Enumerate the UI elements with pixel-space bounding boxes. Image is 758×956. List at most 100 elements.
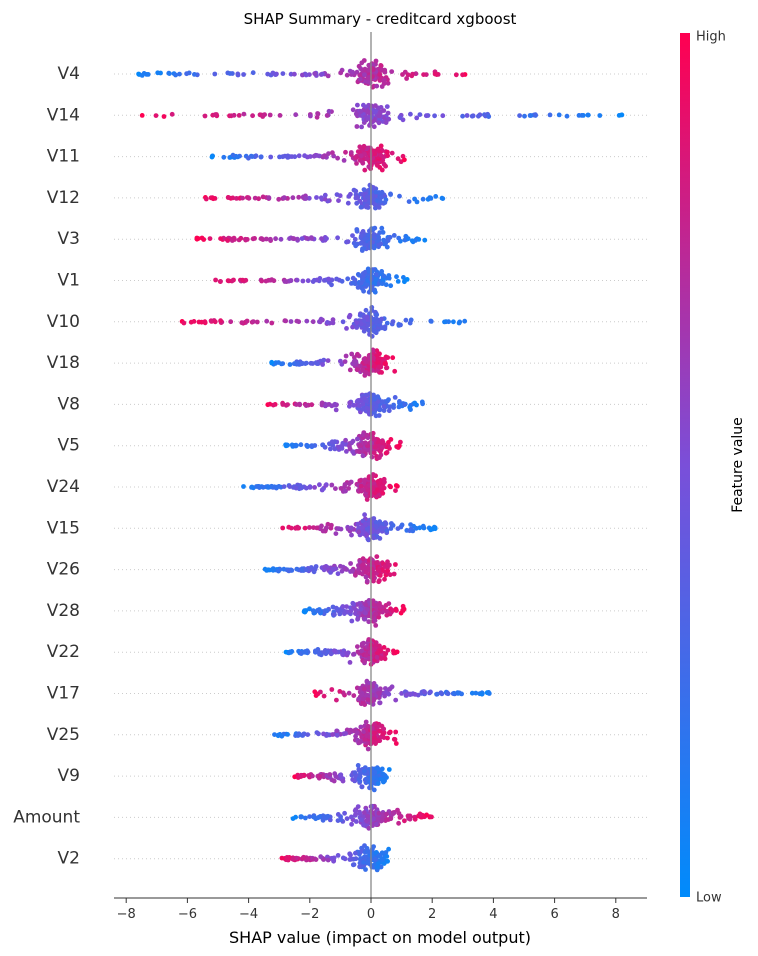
shap-point [355,763,361,768]
shap-point [382,564,388,569]
shap-point [305,278,311,284]
shap-point [238,235,244,241]
shap-point [405,236,411,242]
shap-point [287,362,293,367]
shap-point [409,73,415,79]
shap-point [344,449,349,454]
feature-swarm [194,225,428,253]
shap-point [225,238,231,243]
shap-point [184,71,190,77]
shap-point [305,443,311,449]
shap-point [320,442,325,448]
shap-point [377,72,383,77]
shap-point [293,525,298,531]
feature-swarm [213,266,410,295]
colorbar-high-label: High [696,30,726,45]
shap-point [388,816,394,822]
shap-point [355,285,361,290]
shap-point [396,820,401,826]
shap-point [381,735,387,740]
shap-point [379,84,385,89]
shap-point [340,604,346,609]
shap-point [390,319,396,324]
shap-point [312,71,318,76]
shap-point [343,437,348,443]
shap-point [288,278,294,283]
feature-swarm [179,305,468,339]
shap-point [305,732,311,737]
shap-point [264,236,269,242]
shap-point [296,194,302,200]
shap-point [429,814,434,820]
shap-point [353,856,359,862]
shap-point [355,644,360,649]
shap-point [462,318,468,324]
shap-point [369,864,375,870]
shap-point [391,736,397,742]
shap-point [380,439,386,445]
feature-swarm [279,843,391,873]
shap-point [408,522,413,527]
shap-point [335,235,340,241]
shap-point [309,236,315,241]
shap-point [396,235,402,241]
shap-point [360,406,366,412]
shap-point [382,656,388,662]
feature-swarm [269,347,398,378]
shap-point [308,565,314,570]
shap-point [294,402,299,407]
shap-point [345,239,351,245]
shap-point [348,150,354,155]
shap-point [362,326,368,332]
shap-point [380,399,385,404]
shap-point [318,195,324,201]
shap-point [322,192,328,198]
shap-point [374,83,380,89]
shap-point [360,696,366,702]
shap-point [376,364,382,370]
shap-point [283,318,289,324]
shap-point [401,275,406,280]
feature-label: V4 [58,64,80,84]
shap-point [361,813,367,819]
shap-point [381,273,387,279]
shap-point [359,692,365,698]
shap-point [230,195,236,201]
shap-point [320,154,326,160]
shap-point [244,318,250,324]
shap-point [173,72,179,78]
shap-point [360,453,366,459]
shap-point [280,71,286,76]
shap-point [321,357,327,363]
shap-point [333,531,339,536]
shap-point [358,153,364,159]
shap-point [350,438,356,444]
shap-point [334,732,340,738]
feature-swarm [241,472,400,502]
shap-point [302,649,308,654]
shap-point [362,242,368,248]
shap-point [329,439,335,445]
shap-point [357,144,363,150]
shap-point [358,724,364,730]
feature-label: V14 [47,105,80,125]
shap-point [352,355,357,360]
shap-point [347,367,353,373]
feature-swarm [283,430,403,462]
feature-swarm [280,512,438,543]
shap-point [398,322,403,328]
shap-point [289,154,295,160]
shap-point [354,200,360,206]
shap-point [374,348,380,354]
shap-point [353,850,358,856]
shap-point [324,608,330,614]
shap-point [469,113,475,119]
shap-point [377,604,383,610]
shap-point [413,525,419,531]
shap-point [412,692,418,697]
shap-point [136,71,142,77]
shap-point [373,611,379,617]
shap-point [342,566,348,572]
shap-point [385,735,390,741]
